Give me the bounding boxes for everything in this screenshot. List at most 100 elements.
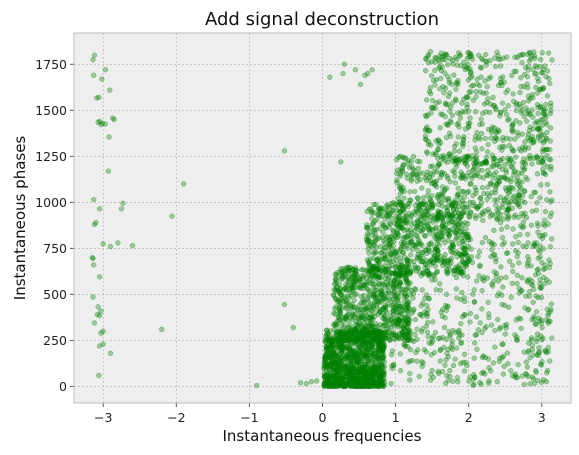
data-point xyxy=(434,218,440,224)
data-point xyxy=(428,110,434,116)
data-point xyxy=(402,276,408,282)
data-point xyxy=(408,238,414,245)
data-point xyxy=(479,146,485,152)
data-point xyxy=(367,273,373,279)
data-point xyxy=(469,153,475,159)
data-point xyxy=(505,103,511,109)
data-point xyxy=(419,185,425,191)
data-point xyxy=(440,334,446,341)
data-point xyxy=(379,287,385,294)
data-point xyxy=(281,301,288,308)
data-point xyxy=(90,294,96,300)
data-point xyxy=(459,100,465,106)
data-point xyxy=(475,327,481,333)
data-point xyxy=(418,208,424,214)
data-point xyxy=(515,175,521,181)
data-point xyxy=(468,181,474,187)
data-point xyxy=(537,361,544,367)
data-point xyxy=(497,144,503,151)
data-point xyxy=(405,262,412,268)
data-point xyxy=(477,136,483,142)
data-point xyxy=(541,156,547,162)
data-point xyxy=(384,202,390,208)
data-point xyxy=(385,284,391,290)
data-point xyxy=(400,235,406,242)
data-point xyxy=(504,350,510,356)
data-point xyxy=(394,167,401,173)
data-point xyxy=(484,59,490,65)
data-point xyxy=(501,161,508,168)
data-point xyxy=(472,109,479,115)
data-point xyxy=(403,171,410,177)
data-point xyxy=(548,100,554,106)
data-point xyxy=(432,236,439,242)
data-point xyxy=(412,316,419,323)
data-point xyxy=(388,352,395,358)
data-point xyxy=(439,111,445,118)
data-point xyxy=(435,146,441,153)
data-point xyxy=(338,159,344,165)
data-point xyxy=(404,256,410,262)
data-point xyxy=(547,189,553,195)
data-point xyxy=(439,313,445,319)
data-point xyxy=(510,148,517,154)
data-point xyxy=(500,74,506,80)
data-point xyxy=(445,101,451,108)
data-point xyxy=(378,268,385,274)
data-point xyxy=(402,292,408,298)
data-point xyxy=(539,235,546,242)
x-tick-label: −2 xyxy=(167,410,185,425)
data-point xyxy=(405,320,411,327)
data-point xyxy=(107,243,114,250)
data-point xyxy=(465,123,472,129)
data-point xyxy=(401,195,407,201)
data-point xyxy=(505,250,511,256)
data-point xyxy=(430,97,436,104)
data-point xyxy=(543,317,549,323)
y-tick-label: 750 xyxy=(43,241,67,256)
data-point xyxy=(334,361,341,367)
data-point xyxy=(395,334,402,340)
data-point xyxy=(388,380,394,387)
data-point xyxy=(357,81,364,88)
data-point xyxy=(534,171,541,177)
data-point xyxy=(542,63,548,69)
data-point xyxy=(352,67,359,73)
data-point xyxy=(479,185,486,191)
data-point xyxy=(497,63,504,69)
data-point xyxy=(504,54,510,60)
data-point xyxy=(486,378,492,384)
data-point xyxy=(365,358,371,365)
data-point xyxy=(547,358,553,364)
data-point xyxy=(533,369,539,375)
data-point xyxy=(325,378,332,384)
data-point xyxy=(531,189,537,196)
data-point xyxy=(472,332,478,338)
data-point xyxy=(456,50,462,56)
data-point xyxy=(486,209,493,215)
data-point xyxy=(444,372,450,379)
data-point xyxy=(427,196,433,202)
data-point xyxy=(403,218,409,224)
data-point xyxy=(515,250,521,256)
data-point xyxy=(448,153,454,159)
y-tick-label: 250 xyxy=(43,333,67,348)
data-point xyxy=(518,288,524,294)
data-point xyxy=(538,333,544,339)
data-point xyxy=(442,362,448,368)
data-point xyxy=(366,267,372,274)
data-point xyxy=(526,276,533,283)
data-point xyxy=(394,297,401,304)
data-point xyxy=(445,354,452,360)
data-point xyxy=(407,269,414,276)
data-point xyxy=(508,294,514,300)
data-point xyxy=(517,120,523,126)
data-point xyxy=(442,186,448,193)
data-point xyxy=(336,381,342,388)
data-point xyxy=(487,109,493,116)
data-point xyxy=(510,91,516,97)
data-point xyxy=(351,297,357,303)
data-point xyxy=(495,210,501,216)
data-point xyxy=(338,291,345,298)
data-point xyxy=(543,276,550,283)
